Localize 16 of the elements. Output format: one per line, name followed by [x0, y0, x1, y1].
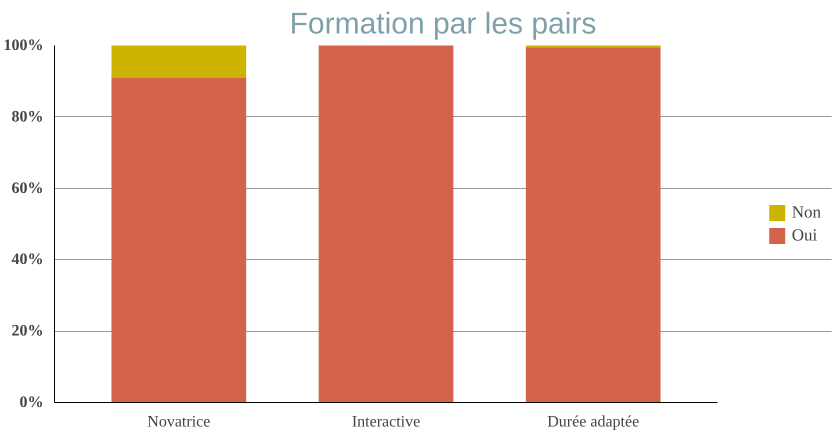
y-tick-label: 40% [12, 251, 44, 268]
y-tick-label: 100% [4, 37, 44, 54]
bar [318, 46, 454, 402]
x-tick-label: Interactive [352, 414, 420, 430]
y-tick-label: 60% [12, 180, 44, 197]
bar [111, 46, 246, 78]
legend-label: Oui [792, 225, 818, 245]
x-tick-label: Durée adaptée [547, 414, 640, 430]
bar [111, 78, 246, 402]
x-tick-label: Novatrice [147, 414, 210, 430]
y-tick-label: 0% [20, 394, 44, 411]
y-tick-label: 80% [12, 108, 44, 126]
y-tick-label: 20% [12, 322, 44, 340]
bar [526, 47, 661, 402]
legend-label: Non [792, 202, 821, 222]
chart-title: Formation par les pairs [290, 8, 596, 40]
